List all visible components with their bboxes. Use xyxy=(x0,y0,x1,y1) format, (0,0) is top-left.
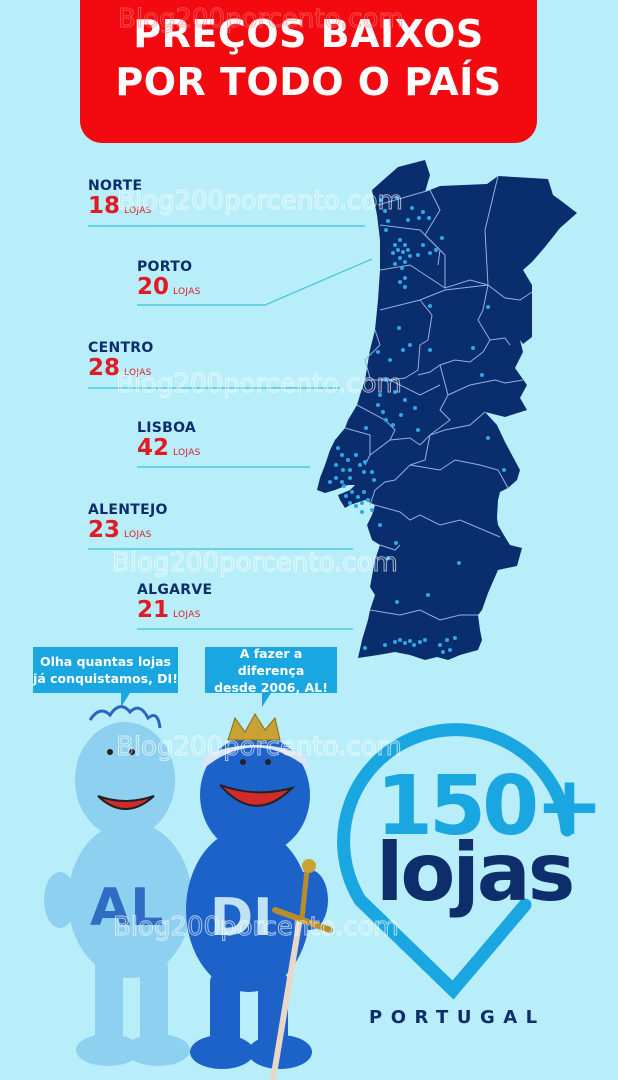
bubble-line-1: A fazer a diferença xyxy=(237,645,305,678)
watermark: Blog200porcento.com xyxy=(116,369,403,400)
region-centro: CENTRO 28 LOJAS xyxy=(88,340,154,381)
logo-country: PORTUGAL xyxy=(369,1007,546,1028)
store-unit: LOJAS xyxy=(124,206,152,216)
region-name: ALENTEJO xyxy=(88,502,168,518)
store-count: 20 xyxy=(137,274,170,300)
store-dots xyxy=(328,196,506,654)
store-unit: LOJAS xyxy=(124,530,152,540)
store-unit: LOJAS xyxy=(173,287,201,297)
mascot-al: AL xyxy=(44,705,192,1066)
map-borders xyxy=(344,175,533,621)
store-count: 23 xyxy=(88,517,121,543)
bubble-line-2: desde 2006, AL! xyxy=(214,679,328,695)
sword-icon xyxy=(270,859,333,1080)
map-landmass xyxy=(317,160,577,660)
region-name: CENTRO xyxy=(88,340,154,356)
store-unit: LOJAS xyxy=(173,448,201,458)
region-name: NORTE xyxy=(88,178,143,194)
watermark: Blog200porcento.com xyxy=(112,548,399,579)
speech-bubble-di: A fazer a diferença desde 2006, AL! xyxy=(205,645,337,707)
leader-porto xyxy=(137,258,373,306)
map-pin-icon xyxy=(337,723,574,1000)
bubble-line-2: já conquistamos, DI! xyxy=(33,671,178,686)
region-lisboa: LISBOA 42 LOJAS xyxy=(137,420,201,461)
page-title: PREÇOS BAIXOS POR TODO O PAÍS xyxy=(80,10,537,106)
store-count: 18 xyxy=(88,193,121,219)
bubble-line-1: Olha quantas lojas xyxy=(39,654,171,669)
watermark: Blog200porcento.com xyxy=(116,732,403,763)
header-banner: PREÇOS BAIXOS POR TODO O PAÍS xyxy=(80,0,537,143)
crown-icon xyxy=(227,713,281,741)
speech-bubble-al: Olha quantas lojas já conquistamos, DI! xyxy=(33,647,178,707)
store-unit: LOJAS xyxy=(124,368,152,378)
region-porto: PORTO 20 LOJAS xyxy=(137,259,201,300)
watermark: Blog200porcento.com xyxy=(113,912,400,943)
store-count: 21 xyxy=(137,597,170,623)
mascot-di-letters: DI xyxy=(210,888,273,948)
title-line-1: PREÇOS BAIXOS xyxy=(133,12,484,56)
logo-word: lojas xyxy=(376,826,572,919)
mascots-illustration: AL DI xyxy=(44,705,333,1080)
region-algarve: ALGARVE 21 LOJAS xyxy=(137,582,213,623)
logo-number: 150+ xyxy=(376,759,600,854)
map-regions xyxy=(317,160,577,660)
region-name: PORTO xyxy=(137,259,193,275)
region-name: LISBOA xyxy=(137,420,197,436)
title-line-2: POR TODO O PAÍS xyxy=(115,60,502,104)
region-alentejo: ALENTEJO 23 LOJAS xyxy=(88,502,168,543)
stores-logo: 150+ lojas xyxy=(337,723,604,1000)
watermark: Blog200porcento.com xyxy=(118,4,405,35)
store-unit: LOJAS xyxy=(173,610,201,620)
store-count: 42 xyxy=(137,435,170,461)
region-norte: NORTE 18 LOJAS xyxy=(88,178,152,219)
watermark: Blog200porcento.com xyxy=(117,186,404,217)
mascot-al-letters: AL xyxy=(90,878,163,938)
region-name: ALGARVE xyxy=(137,582,213,598)
store-count: 28 xyxy=(88,355,121,381)
